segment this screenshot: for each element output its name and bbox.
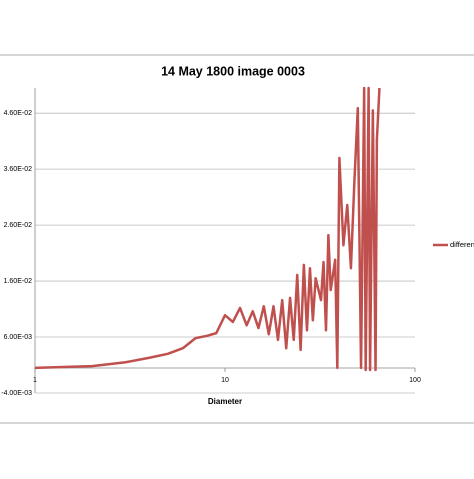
x-axis-label: Diameter [208,397,242,406]
chart-frame [0,54,474,424]
chart-title: 14 May 1800 image 0003 [161,64,305,78]
y-tick-label: 2.60E-02 [4,222,33,229]
data-line [34,86,381,372]
y-tick-label: 3.60E-02 [4,166,33,173]
legend-label: difference [450,240,474,249]
y-tick-label: 6.00E-03 [4,334,33,341]
x-tick-label: 100 [409,377,421,384]
x-tick-label: 10 [221,377,229,384]
y-tick-label: 4.60E-02 [4,110,33,117]
x-tick-label: 1 [33,377,37,384]
y-tick-label: 1.60E-02 [4,278,33,285]
y-tick-label: -4.00E-03 [1,390,32,397]
